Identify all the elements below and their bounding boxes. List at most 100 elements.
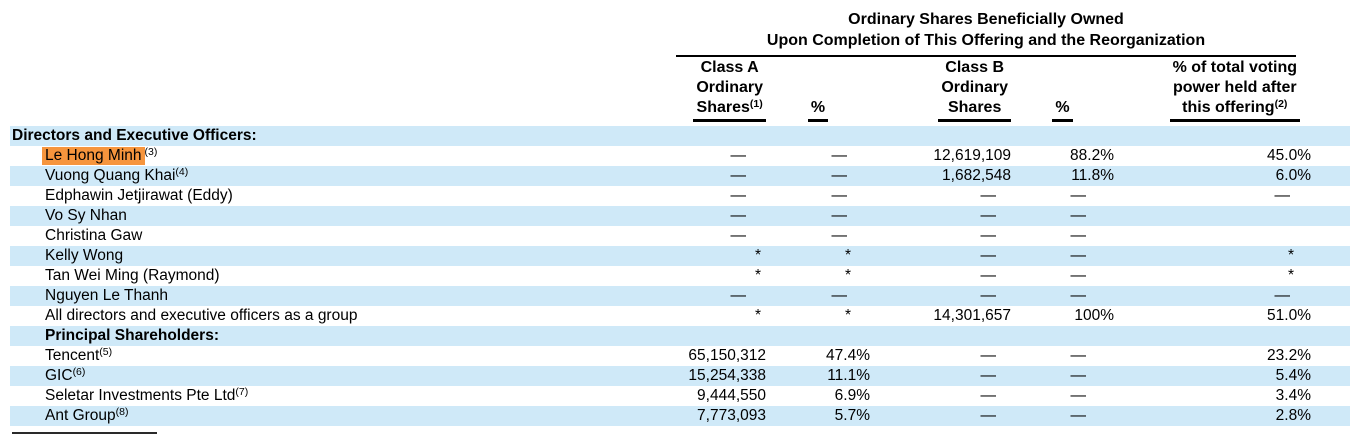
name-column-spacer — [10, 8, 660, 58]
footnote-divider — [12, 432, 157, 434]
table-row: Principal Shareholders: — [10, 326, 1350, 346]
value-cell: * — [660, 306, 766, 326]
em-dash: — — [1070, 207, 1087, 224]
value-cell: * — [766, 306, 870, 326]
value-cell: 12,619,109 — [933, 147, 1011, 164]
asterisk: * — [844, 247, 851, 264]
value-cell: — — [870, 186, 1011, 206]
column-header-label: % — [807, 98, 829, 122]
footnote-ref: (7) — [235, 386, 249, 398]
footnote-ref: (2) — [1274, 98, 1288, 110]
value-cell — [1114, 326, 1350, 346]
column-header-label: % of total voting power held after this of… — [1169, 58, 1300, 122]
value-cell: 100% — [1074, 307, 1114, 324]
asterisk: * — [844, 307, 851, 324]
em-dash: — — [730, 167, 747, 184]
table-row: Nguyen Le Thanh — — — — — — [10, 286, 1350, 306]
value-cell: * — [1114, 266, 1350, 286]
value-cell: 14,301,657 — [933, 307, 1011, 324]
table-row: Ant Group(8) 7,773,093 5.7% — — 2.8% — [10, 406, 1350, 426]
asterisk: * — [754, 307, 761, 324]
column-header-class-a-shares: Class A Ordinary Shares(1) — [660, 58, 766, 124]
value-cell: — — [1011, 266, 1114, 286]
value-cell: — — [870, 206, 1011, 226]
value-cell: 11.8% — [1011, 166, 1114, 186]
em-dash: — — [980, 247, 997, 264]
value-cell: 7,773,093 — [660, 406, 766, 426]
value-cell: — — [766, 206, 870, 226]
em-dash: — — [1070, 227, 1087, 244]
value-cell: 15,254,338 — [660, 366, 766, 386]
table-row: All directors and executive officers as … — [10, 306, 1350, 326]
value-cell: — — [660, 206, 766, 226]
value-cell — [870, 326, 1011, 346]
em-dash: — — [1070, 287, 1087, 304]
footnote-ref: (5) — [99, 346, 113, 358]
footnote-ref: (8) — [115, 406, 129, 418]
value-cell: — — [1011, 386, 1114, 406]
row-label: Tencent(5) — [45, 346, 113, 364]
value-cell: * — [660, 246, 766, 266]
name-column-header — [10, 58, 660, 124]
table-row: Seletar Investments Pte Ltd(7) 9,444,550 6… — [10, 386, 1350, 406]
footnote-ref: (4) — [175, 166, 189, 178]
table-row: Vo Sy Nhan — — — — — [10, 206, 1350, 226]
em-dash: — — [1274, 287, 1291, 304]
em-dash: — — [980, 227, 997, 244]
value-cell: — — [766, 286, 870, 306]
value-cell: 88.2% — [1070, 147, 1114, 164]
row-label: Kelly Wong — [10, 246, 660, 266]
em-dash: — — [1070, 347, 1087, 364]
footnote-ref: (1) — [749, 98, 763, 110]
beneficial-ownership-table: Ordinary Shares Beneficially Owned Upon … — [10, 8, 1350, 426]
value-cell: — — [660, 146, 766, 166]
asterisk: * — [1287, 247, 1294, 264]
em-dash: — — [730, 187, 747, 204]
em-dash: — — [1070, 407, 1087, 424]
value-cell: — — [660, 186, 766, 206]
value-cell — [1114, 206, 1350, 226]
column-header-voting-power: % of total voting power held after this of… — [1114, 58, 1350, 124]
value-cell: — — [870, 226, 1011, 246]
em-dash: — — [730, 207, 747, 224]
row-label: Ant Group(8) — [10, 406, 660, 426]
value-cell: — — [1011, 246, 1114, 266]
value-cell: * — [1114, 246, 1350, 266]
value-cell: — — [870, 346, 1011, 366]
table-title-row: Ordinary Shares Beneficially Owned Upon … — [10, 8, 1350, 58]
value-cell: — — [870, 246, 1011, 266]
value-cell — [1011, 122, 1114, 146]
footnote-ref: (6) — [72, 366, 86, 378]
row-label: GIC(6) — [10, 366, 660, 386]
row-label: Edphawin Jetjirawat (Eddy) — [45, 187, 233, 204]
em-dash: — — [980, 387, 997, 404]
table-row: Le Hong Minh (3) — — 12,619,109 88.2% 45.0% — [10, 146, 1350, 166]
table-row: Kelly Wong * * — — * — [10, 246, 1350, 266]
table-body: Directors and Executive Officers: Le Hong… — [10, 122, 1350, 426]
asterisk: * — [844, 267, 851, 284]
em-dash: — — [730, 147, 747, 164]
em-dash: — — [831, 167, 848, 184]
em-dash: — — [980, 347, 997, 364]
table-row: Tencent(5) 65,150,312 47.4% — — 23.2% — [10, 346, 1350, 366]
em-dash: — — [980, 407, 997, 424]
row-label: Seletar Investments Pte Ltd(7) — [45, 386, 249, 404]
value-cell: 45.0% — [1267, 147, 1311, 164]
value-cell: 47.4% — [826, 347, 870, 364]
value-cell — [870, 122, 1011, 146]
row-label: Directors and Executive Officers: — [10, 122, 660, 146]
column-header-label: % — [1052, 98, 1073, 122]
value-cell: 65,150,312 — [688, 347, 766, 364]
value-cell: — — [1011, 186, 1114, 206]
table-title-cell: Ordinary Shares Beneficially Owned Upon … — [660, 8, 1350, 58]
value-cell: — — [870, 406, 1011, 426]
row-label: Principal Shareholders: — [10, 326, 660, 346]
value-cell: — — [766, 166, 870, 186]
table-row: Directors and Executive Officers: — [10, 122, 1350, 146]
value-cell: — — [1011, 226, 1114, 246]
value-cell: — — [660, 166, 766, 186]
value-cell — [766, 122, 870, 146]
em-dash: — — [831, 147, 848, 164]
em-dash: — — [831, 287, 848, 304]
table-row: Vuong Quang Khai(4) — — 1,682,548 11.8% 6.0% — [10, 166, 1350, 186]
